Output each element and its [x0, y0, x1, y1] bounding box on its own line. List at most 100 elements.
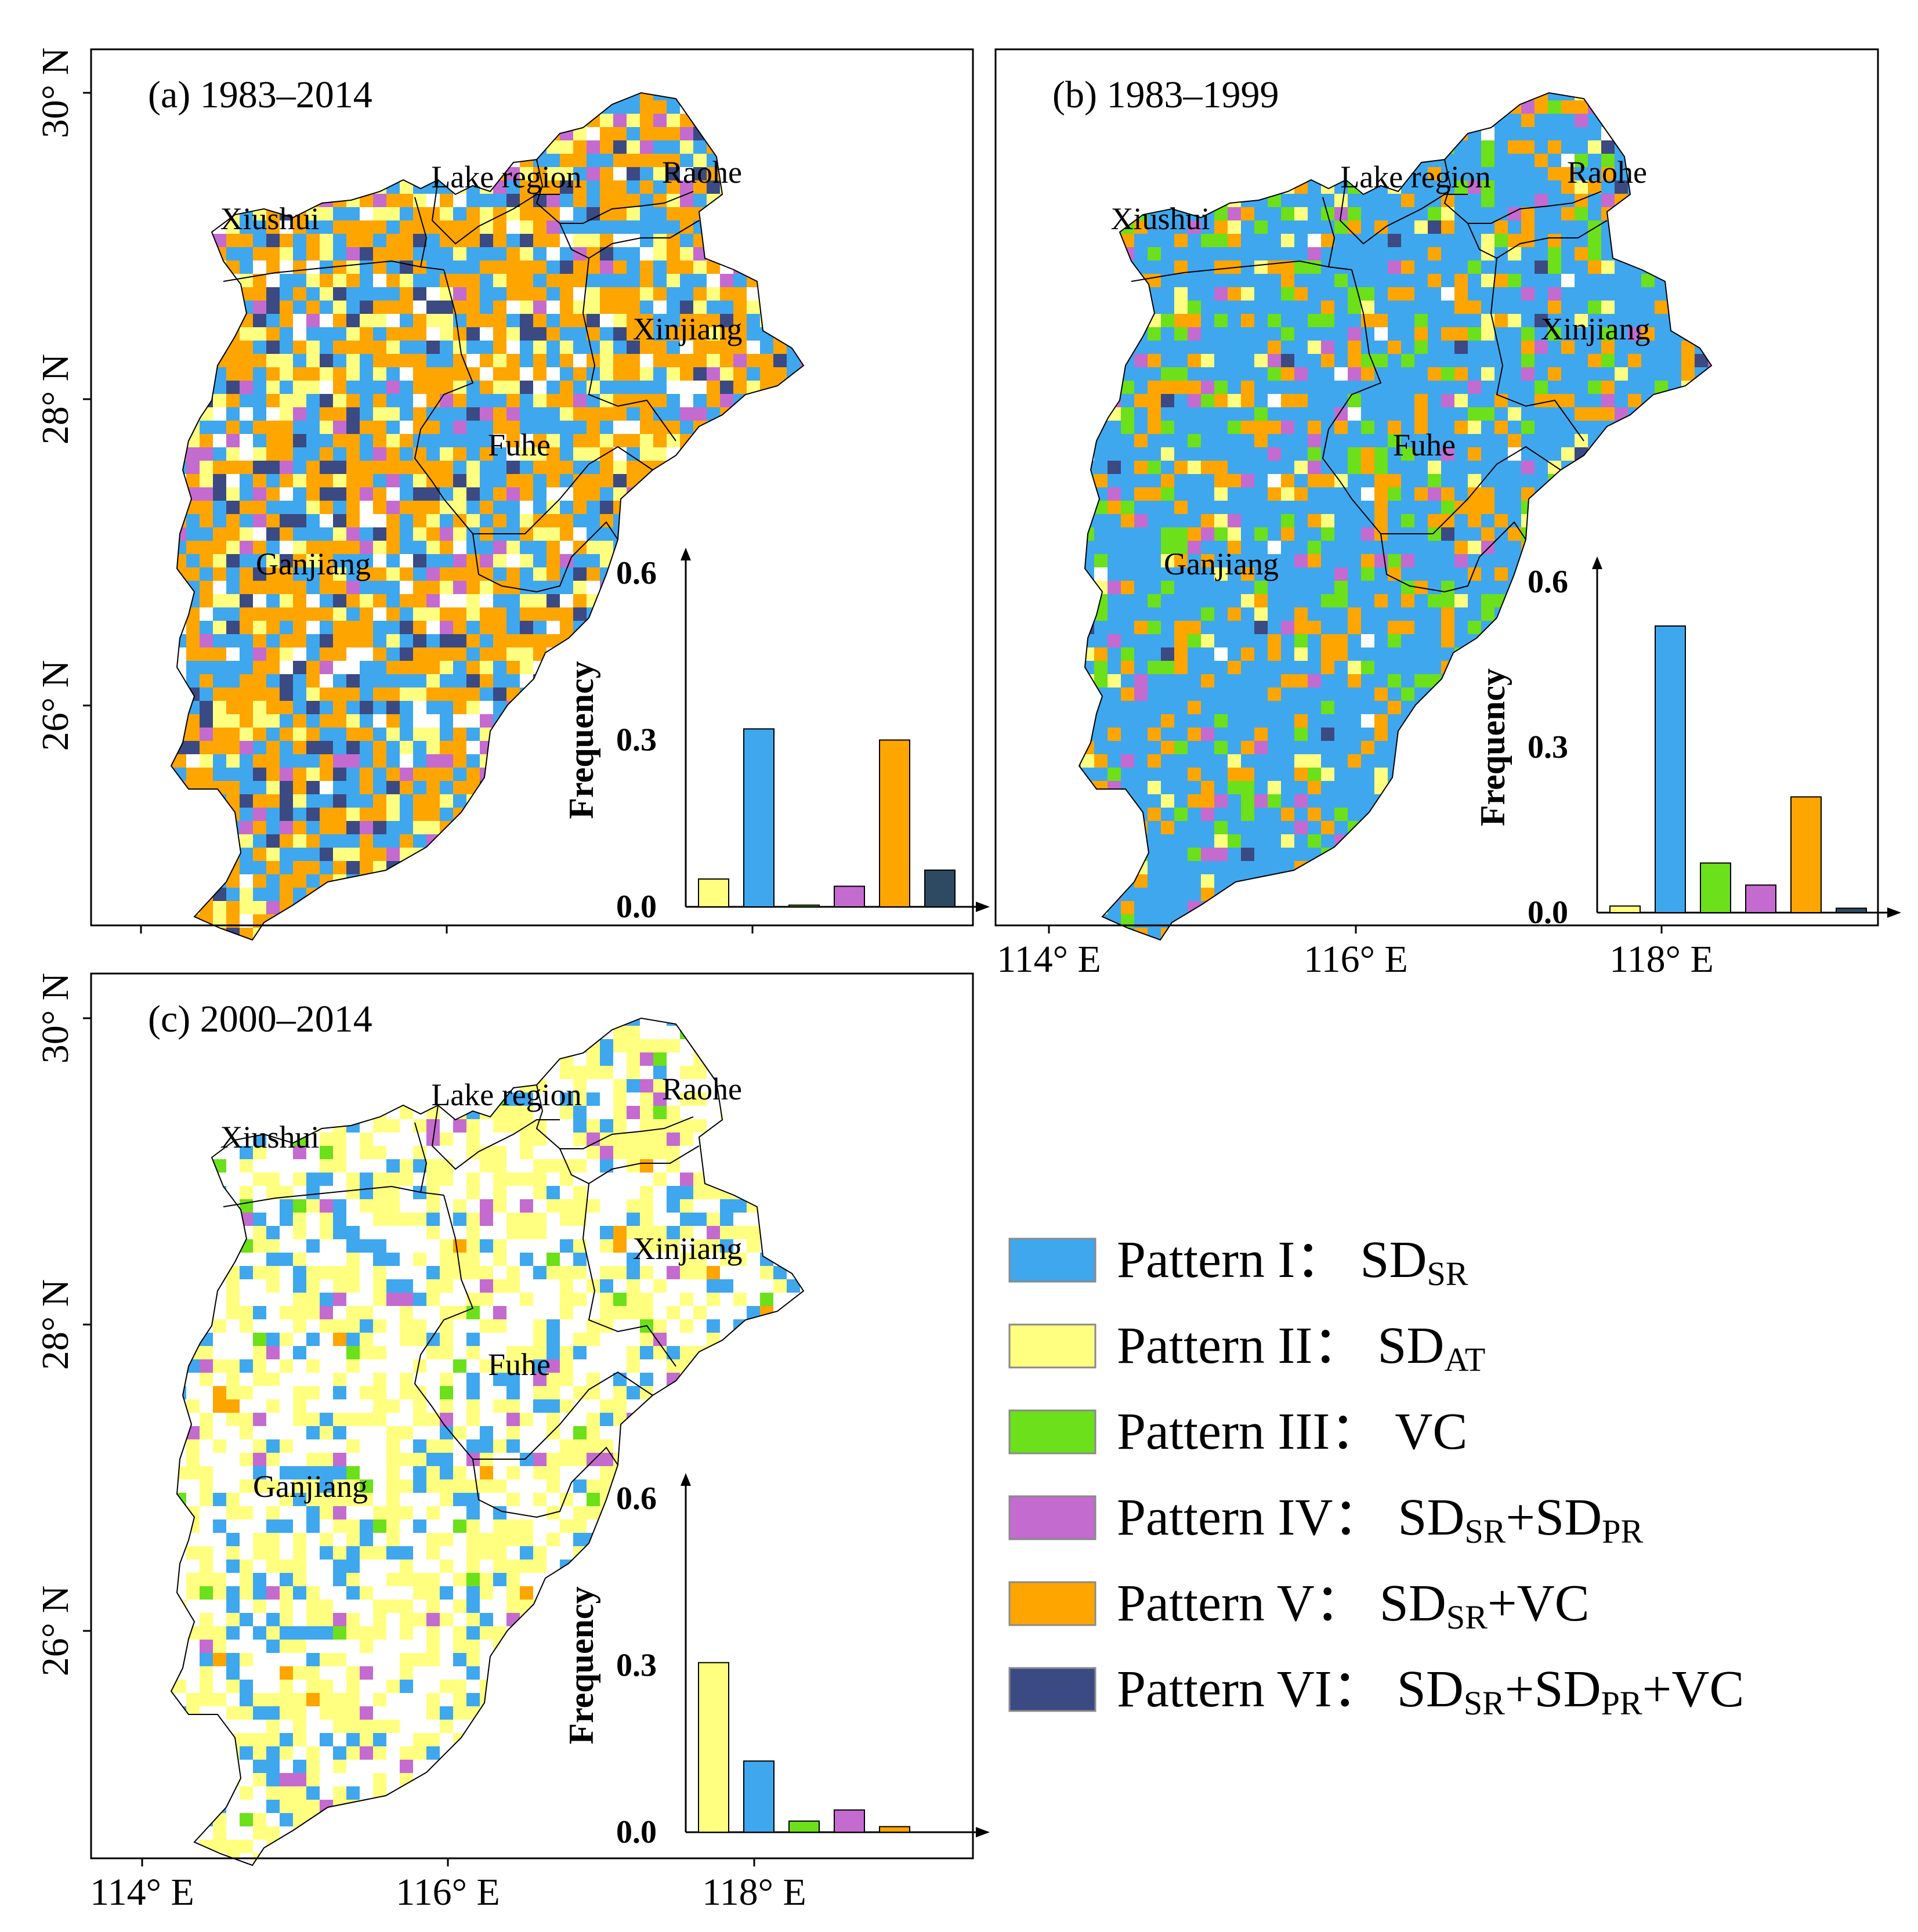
map-panel-b: (b) 1983–1999 Lake region Raohe Xiushui Xinj… — [994, 48, 1901, 981]
inset-ylabel: Frequency — [562, 1586, 600, 1744]
legend-item: Pattern III： VC — [1117, 1403, 1467, 1460]
freq-bar-pattern-iv — [1745, 884, 1776, 913]
lon-tick-label: 118° E — [1609, 938, 1714, 981]
legend-formula: SD — [1377, 1317, 1444, 1374]
frequency-inset: 0.6 0.3 0.0 Frequency — [1474, 556, 1901, 931]
lat-tick-label: 28° N — [34, 1279, 77, 1370]
freq-bar-pattern-iv — [834, 1809, 865, 1833]
legend-label: Pattern I： — [1117, 1231, 1347, 1289]
legend-swatch — [1008, 1409, 1096, 1455]
freq-bar-pattern-iii — [788, 905, 820, 907]
legend-formula: SD — [1360, 1231, 1427, 1289]
freq-bar-pattern-ii — [1609, 905, 1641, 913]
region-label: Xinjiang — [633, 1231, 743, 1266]
inset-ytick-label: 0.0 — [1528, 895, 1568, 931]
region-label: Xiushui — [1110, 201, 1210, 236]
region-label: Xiushui — [220, 201, 319, 236]
inset-y-arrow — [1592, 556, 1602, 569]
frequency-inset: 0.6 0.3 0.0 Frequency — [562, 548, 990, 925]
map-panel-a: (a) 1983–2014 Lake region Raohe Xiushui Xinj… — [34, 48, 990, 940]
region-label: Fuhe — [1393, 428, 1456, 462]
frequency-inset: 0.6 0.3 0.0 Frequency — [562, 1473, 990, 1850]
inset-x-arrow — [976, 902, 990, 912]
freq-bar-pattern-i — [743, 728, 775, 908]
legend-sub2: PR — [1602, 1513, 1643, 1550]
legend-swatch — [1008, 1495, 1096, 1540]
region-label: Lake region — [431, 1077, 581, 1112]
legend-sub: SR — [1427, 1255, 1468, 1293]
legend-swatch — [1008, 1323, 1096, 1369]
inset-ytick-label: 0.6 — [1528, 564, 1568, 600]
inset-y-arrow — [681, 1473, 691, 1486]
legend-label: Pattern VI： — [1117, 1660, 1384, 1718]
freq-bar-pattern-iv — [834, 885, 865, 907]
region-label: Raohe — [1567, 155, 1647, 190]
freq-bar-pattern-i — [1655, 625, 1686, 913]
region-label: Ganjiang — [256, 547, 371, 581]
inset-ylabel: Frequency — [1474, 668, 1512, 826]
inset-ylabel: Frequency — [562, 661, 600, 819]
lon-tick-label: 118° E — [702, 1871, 806, 1913]
freq-bar-pattern-iii — [788, 1820, 820, 1833]
panel-title: (b) 1983–1999 — [1052, 74, 1279, 116]
legend-label: Pattern III： — [1117, 1403, 1382, 1460]
lat-tick-label: 26° N — [34, 1586, 77, 1677]
freq-bar-pattern-vi — [1836, 907, 1867, 914]
inset-ytick-label: 0.0 — [616, 1814, 657, 1850]
region-label: Ganjiang — [1164, 547, 1279, 581]
region-label: Lake region — [1340, 160, 1490, 194]
legend-sub: SR — [1464, 1513, 1506, 1550]
legend-swatch — [1008, 1238, 1096, 1283]
inset-ytick-label: 0.6 — [616, 555, 657, 591]
lat-tick-label: 28° N — [34, 354, 77, 445]
legend-item: Pattern II： SDAT — [1117, 1317, 1485, 1379]
inset-x-arrow — [976, 1827, 990, 1837]
freq-bar-pattern-ii — [698, 878, 729, 908]
inset-ytick-label: 0.3 — [1528, 729, 1568, 765]
legend-sub: AT — [1444, 1341, 1485, 1379]
legend-extra: +SD — [1505, 1660, 1601, 1718]
freq-bar-pattern-v — [1790, 796, 1822, 913]
region-label: Lake region — [431, 160, 581, 194]
freq-bar-pattern-ii — [698, 1662, 729, 1833]
inset-ytick-label: 0.0 — [616, 889, 657, 925]
legend-extra: +VC — [1488, 1575, 1590, 1632]
legend-item: Pattern IV： SDSR+SDPR — [1117, 1489, 1643, 1550]
map-frame — [994, 48, 1879, 927]
legend-formula: SD — [1398, 1489, 1464, 1546]
panel-title: (a) 1983–2014 — [148, 74, 372, 116]
legend-swatch — [1008, 1667, 1096, 1712]
lon-tick-label: 116° E — [1304, 938, 1408, 981]
map-frame — [90, 972, 974, 1859]
legend-item: Pattern VI： SDSR+SDPR+VC — [1117, 1660, 1744, 1722]
legend-formula: VC — [1395, 1403, 1467, 1460]
inset-y-arrow — [681, 548, 691, 560]
legend-label: Pattern IV： — [1117, 1489, 1385, 1546]
freq-bar-pattern-iii — [1700, 862, 1731, 913]
freq-bar-pattern-i — [743, 1760, 775, 1833]
panel-title: (c) 2000–2014 — [148, 998, 372, 1040]
freq-bar-pattern-v — [879, 739, 910, 907]
region-label: Xiushui — [220, 1120, 319, 1155]
region-label: Fuhe — [488, 1347, 551, 1382]
region-label: Xinjiang — [633, 312, 743, 346]
legend-formula: SD — [1397, 1660, 1464, 1718]
inset-x-arrow — [1887, 907, 1901, 918]
map-panel-c: (c) 2000–2014 Lake region Raohe Xiushui Xinj… — [34, 972, 990, 1913]
lat-tick-label: 26° N — [34, 660, 77, 751]
freq-bar-pattern-v — [879, 1826, 910, 1833]
region-label: Raohe — [662, 1072, 742, 1106]
region-label: Raohe — [662, 155, 742, 190]
region-label: Ganjiang — [253, 1469, 368, 1504]
region-label: Fuhe — [488, 428, 551, 462]
region-label: Xinjiang — [1541, 312, 1651, 346]
legend-sub: SR — [1446, 1598, 1488, 1636]
legend-item: Pattern I： SDSR — [1117, 1231, 1468, 1293]
lon-tick-label: 114° E — [90, 1871, 194, 1913]
legend-sub2: PR — [1601, 1684, 1642, 1722]
inset-ytick-label: 0.3 — [616, 1648, 657, 1684]
legend-label: Pattern II： — [1117, 1317, 1365, 1374]
freq-bar-pattern-vi — [924, 869, 956, 907]
